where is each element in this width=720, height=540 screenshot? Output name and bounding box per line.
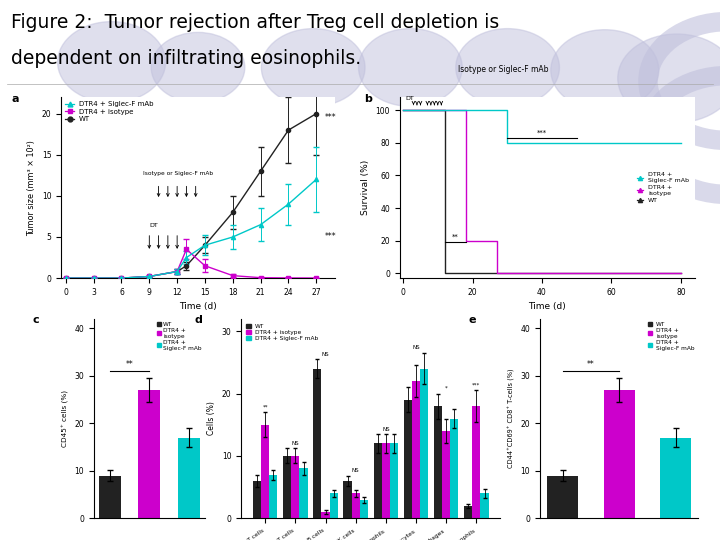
- Bar: [464, 506, 472, 518]
- Bar: [374, 443, 382, 518]
- Circle shape: [261, 29, 365, 106]
- X-axis label: Time (d): Time (d): [528, 302, 566, 312]
- Bar: [472, 406, 480, 518]
- Bar: [330, 494, 338, 518]
- Bar: [382, 443, 390, 518]
- Text: Isotype or Siglec-F mAb: Isotype or Siglec-F mAb: [458, 65, 548, 73]
- Bar: [321, 512, 330, 518]
- Text: NS: NS: [292, 441, 300, 446]
- Text: NS: NS: [352, 468, 359, 474]
- Circle shape: [618, 34, 720, 123]
- Bar: [480, 494, 489, 518]
- Text: DT: DT: [405, 97, 415, 102]
- Bar: [343, 481, 351, 518]
- Text: d: d: [194, 315, 202, 325]
- Bar: [603, 390, 635, 518]
- Bar: [138, 390, 161, 518]
- Bar: [434, 406, 442, 518]
- Text: **: **: [263, 405, 268, 410]
- Text: *: *: [445, 386, 448, 391]
- Bar: [269, 475, 277, 518]
- Text: NS: NS: [322, 352, 329, 357]
- Legend: DTR4 + Siglec-F mAb, DTR4 + isotype, WT: DTR4 + Siglec-F mAb, DTR4 + isotype, WT: [65, 100, 155, 123]
- Text: ***: ***: [324, 113, 336, 122]
- Text: b: b: [364, 93, 372, 104]
- Y-axis label: CD44⁺CD69⁺ CD8⁺ T-cells (%): CD44⁺CD69⁺ CD8⁺ T-cells (%): [508, 369, 515, 468]
- Bar: [547, 476, 578, 518]
- Text: **: **: [125, 360, 133, 369]
- Y-axis label: Cells (%): Cells (%): [207, 402, 216, 435]
- Y-axis label: CD45⁺ cells (%): CD45⁺ cells (%): [61, 390, 68, 447]
- Circle shape: [551, 30, 659, 111]
- Y-axis label: Survival (%): Survival (%): [361, 160, 370, 215]
- Text: e: e: [469, 315, 476, 325]
- Legend: WT, DTR4 + isotype, DTR4 + Siglec-F mAb: WT, DTR4 + isotype, DTR4 + Siglec-F mAb: [244, 321, 321, 343]
- Circle shape: [456, 29, 559, 106]
- Bar: [442, 431, 450, 518]
- Y-axis label: Tumor size (mm³ × 10²): Tumor size (mm³ × 10²): [27, 140, 36, 235]
- Legend: WT, DTR4 +
isotype, DTR4 +
Siglec-F mAb: WT, DTR4 + isotype, DTR4 + Siglec-F mAb: [157, 321, 202, 351]
- Circle shape: [151, 32, 245, 103]
- Bar: [450, 418, 459, 518]
- Text: NS: NS: [413, 346, 420, 350]
- Circle shape: [58, 22, 166, 103]
- Text: Figure 2:  Tumor rejection after Treg cell depletion is: Figure 2: Tumor rejection after Treg cel…: [11, 14, 499, 32]
- Bar: [360, 500, 368, 518]
- Text: DT: DT: [149, 223, 158, 228]
- Bar: [313, 368, 321, 518]
- Bar: [420, 368, 428, 518]
- Text: NS: NS: [382, 427, 390, 431]
- Text: Isotype or Siglec-F mAb: Isotype or Siglec-F mAb: [143, 171, 213, 177]
- Bar: [179, 437, 200, 518]
- Text: a: a: [12, 93, 19, 104]
- Bar: [351, 494, 360, 518]
- Legend: WT, DTR4 +
isotype, DTR4 +
Siglec-F mAb: WT, DTR4 + isotype, DTR4 + Siglec-F mAb: [647, 321, 696, 351]
- Text: dependent on infiltrating eosinophils.: dependent on infiltrating eosinophils.: [11, 49, 361, 68]
- Bar: [660, 437, 691, 518]
- Bar: [300, 468, 307, 518]
- Circle shape: [359, 29, 462, 106]
- Bar: [412, 381, 420, 518]
- Bar: [404, 400, 412, 518]
- Bar: [390, 443, 398, 518]
- Bar: [261, 425, 269, 518]
- Bar: [292, 456, 300, 518]
- Text: ***: ***: [324, 232, 336, 241]
- X-axis label: Time (d): Time (d): [179, 302, 217, 312]
- Text: **: **: [587, 360, 595, 369]
- Text: ***: ***: [472, 383, 480, 388]
- Text: **: **: [451, 234, 459, 240]
- Bar: [253, 481, 261, 518]
- Bar: [99, 476, 120, 518]
- Legend: DTR4 +
Siglec-F mAb, DTR4 +
isotype, WT: DTR4 + Siglec-F mAb, DTR4 + isotype, WT: [634, 170, 692, 206]
- Text: c: c: [32, 315, 39, 325]
- Bar: [283, 456, 292, 518]
- Text: ***: ***: [537, 130, 547, 136]
